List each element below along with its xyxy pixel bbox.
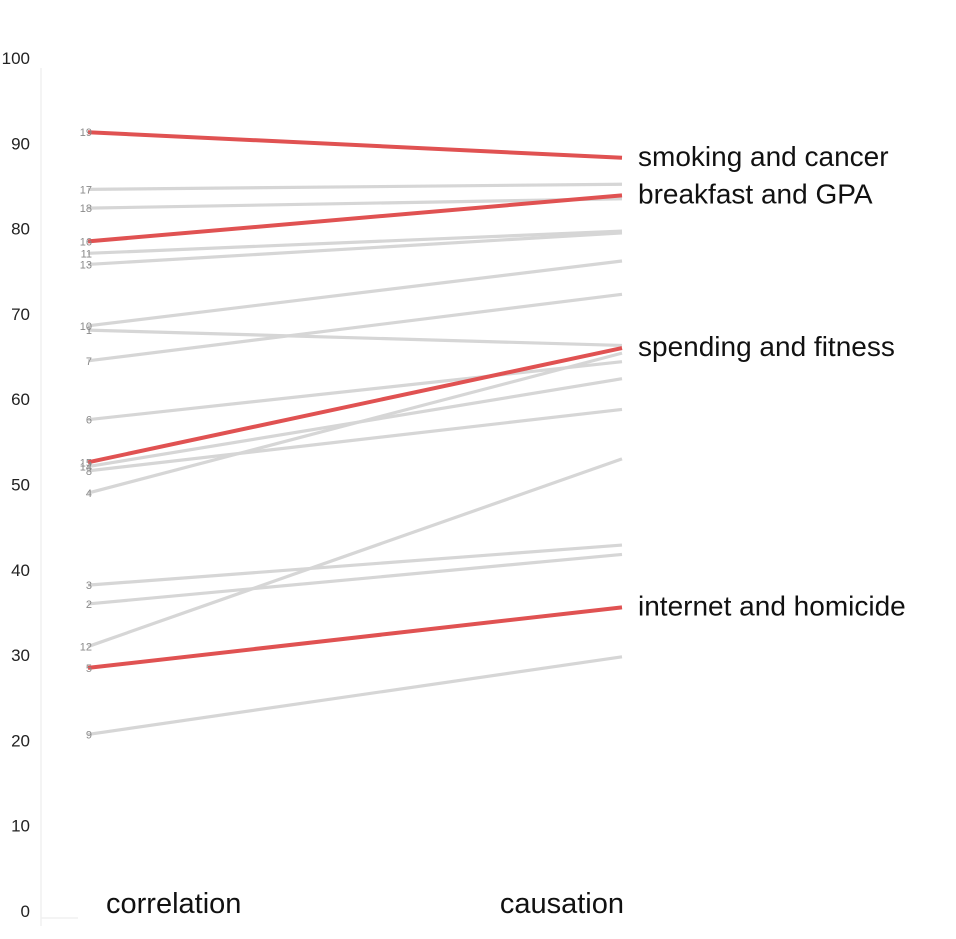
y-tick-label-20: 20 [11, 731, 30, 750]
series-id-label-2: 2 [86, 599, 92, 611]
y-tick-label-90: 90 [11, 134, 30, 153]
category-label-correlation: correlation [106, 888, 241, 920]
series-line-4 [87, 351, 623, 495]
y-tick-label-70: 70 [11, 305, 30, 324]
series-id-label-9: 9 [86, 729, 92, 741]
series-id-label-5: 5 [86, 663, 92, 675]
series-line-9 [87, 655, 623, 737]
y-tick-labels: 0 10 20 30 40 50 60 70 80 90 100 [2, 49, 30, 921]
series-id-label-10: 10 [80, 321, 92, 333]
series-line-19 [87, 130, 623, 160]
series-id-label-11: 11 [81, 248, 92, 260]
series-id-label-13: 13 [80, 259, 92, 271]
series-label-19: smoking and cancer [638, 141, 889, 172]
y-tick-label-100: 100 [2, 49, 30, 68]
series-lines-default [87, 182, 623, 737]
series-id-label-17: 17 [80, 184, 92, 196]
category-label-causation: causation [500, 888, 624, 920]
series-line-16 [87, 193, 623, 244]
series-id-label-12: 12 [80, 642, 92, 654]
series-line-10 [87, 259, 623, 328]
series-id-label-6: 6 [86, 415, 92, 427]
y-tick-label-50: 50 [11, 476, 30, 495]
y-tick-label-80: 80 [11, 220, 30, 239]
y-tick-label-40: 40 [11, 561, 30, 580]
highlight-labels: smoking and cancer breakfast and GPA spend… [638, 141, 906, 622]
series-line-3 [87, 543, 623, 587]
series-line-18 [87, 197, 623, 210]
series-id-label-1: 1 [86, 325, 92, 337]
series-line-6 [87, 360, 623, 422]
series-id-label-7: 7 [86, 356, 92, 368]
series-lines-highlight [87, 130, 623, 670]
series-line-17 [87, 182, 623, 191]
series-id-label-4: 4 [86, 488, 92, 500]
series-id-label-18: 18 [80, 203, 92, 215]
series-line-2 [87, 552, 623, 606]
y-tick-label-0: 0 [21, 902, 30, 921]
series-id-label-8: 8 [86, 466, 92, 478]
y-tick-label-30: 30 [11, 646, 30, 665]
series-id-label-3: 3 [86, 580, 92, 592]
series-id-label-19: 19 [80, 127, 92, 139]
series-line-1 [87, 328, 623, 348]
series-id-label-14: 14 [80, 462, 92, 474]
series-line-12 [87, 457, 623, 649]
series-label-5: internet and homicide [638, 590, 906, 621]
series-line-15 [87, 346, 623, 465]
y-tick-label-10: 10 [11, 817, 30, 836]
series-line-5 [87, 605, 623, 670]
series-id-label-16: 16 [80, 236, 92, 248]
category-labels: correlation causation [106, 888, 624, 920]
series-line-11 [87, 229, 623, 255]
series-line-13 [87, 231, 623, 267]
series-line-8 [87, 407, 623, 473]
y-tick-label-60: 60 [11, 390, 30, 409]
series-id-label-15: 15 [80, 457, 92, 469]
series-label-16: breakfast and GPA [638, 178, 873, 209]
series-line-7 [87, 292, 623, 363]
series-label-15: spending and fitness [638, 331, 895, 362]
